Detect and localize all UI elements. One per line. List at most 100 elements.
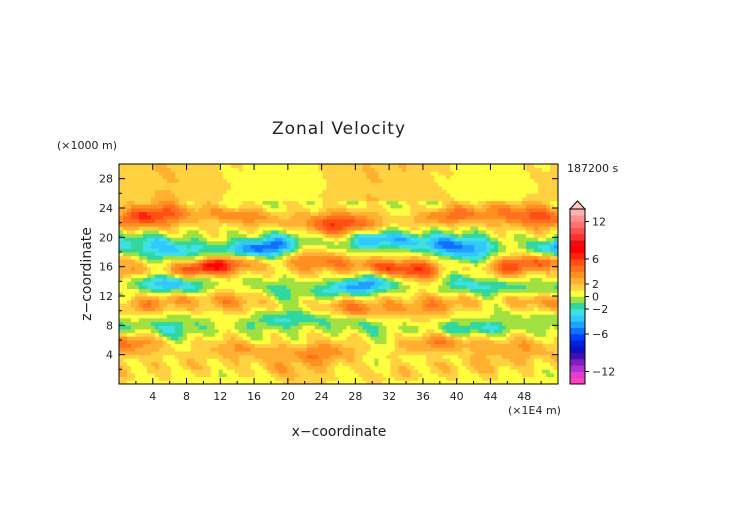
heatmap-cell [210, 332, 216, 337]
heatmap-cell [522, 241, 527, 246]
heatmap-cell [174, 266, 180, 271]
heatmap-cell [158, 241, 164, 246]
heatmap-cell [346, 292, 351, 297]
heatmap-cell [194, 321, 200, 326]
heatmap-cell [522, 354, 527, 359]
heatmap-cell [182, 362, 188, 367]
heatmap-cell [130, 222, 136, 227]
heatmap-cell [462, 237, 467, 242]
heatmap-cell [282, 380, 288, 385]
heatmap-cell [126, 215, 132, 220]
time-label: 187200 s [567, 162, 618, 175]
heatmap-cell [254, 329, 260, 334]
heatmap-cell [246, 230, 252, 235]
heatmap-cell [390, 241, 395, 246]
heatmap-cell [166, 288, 172, 293]
heatmap-cell [486, 340, 491, 345]
heatmap-cell [234, 314, 240, 319]
heatmap-cell [346, 332, 351, 337]
heatmap-cell [434, 343, 439, 348]
heatmap-cell [162, 380, 168, 385]
heatmap-cell [454, 369, 459, 374]
heatmap-cell [394, 292, 399, 297]
heatmap-cell [530, 241, 535, 246]
heatmap-cell [486, 259, 491, 264]
heatmap-cell [130, 362, 136, 367]
heatmap-cell [502, 285, 507, 290]
heatmap-cell [518, 270, 523, 275]
heatmap-cell [166, 380, 172, 385]
heatmap-cell [406, 373, 411, 378]
heatmap-cell [486, 329, 491, 334]
heatmap-cell [518, 314, 523, 319]
heatmap-cell [518, 362, 523, 367]
heatmap-cell [354, 321, 359, 326]
heatmap-cell [470, 222, 475, 227]
heatmap-cell [318, 248, 323, 253]
heatmap-cell [414, 343, 419, 348]
heatmap-cell [314, 376, 319, 381]
heatmap-cell [522, 347, 527, 352]
heatmap-cell [194, 303, 200, 308]
heatmap-cell [414, 380, 419, 385]
heatmap-cell [290, 270, 295, 275]
heatmap-cell [350, 362, 355, 367]
heatmap-cell [358, 362, 363, 367]
heatmap-cell [338, 270, 343, 275]
heatmap-cell [310, 237, 315, 242]
heatmap-cell [462, 248, 467, 253]
heatmap-cell [406, 270, 411, 275]
heatmap-cell [170, 376, 176, 381]
heatmap-cell [178, 340, 184, 345]
heatmap-cell [414, 336, 419, 341]
heatmap-cell [306, 318, 311, 323]
heatmap-cell [438, 237, 443, 242]
heatmap-cell [130, 310, 136, 315]
heatmap-cell [134, 365, 140, 370]
heatmap-cell [414, 285, 419, 290]
heatmap-cell [158, 277, 164, 282]
heatmap-cell [502, 230, 507, 235]
heatmap-cell [294, 336, 299, 341]
heatmap-cell [414, 365, 419, 370]
heatmap-cell [410, 303, 415, 308]
heatmap-cell [486, 274, 491, 279]
heatmap-cell [154, 259, 160, 264]
heatmap-cell [386, 288, 391, 293]
heatmap-cell [358, 266, 363, 271]
heatmap-cell [510, 336, 515, 341]
heatmap-cell [190, 277, 196, 282]
heatmap-cell [330, 233, 335, 238]
heatmap-cell [238, 365, 244, 370]
heatmap-cell [454, 244, 459, 249]
heatmap-cell [134, 226, 140, 231]
heatmap-cell [394, 307, 399, 312]
heatmap-cell [146, 248, 152, 253]
heatmap-cell [490, 281, 495, 286]
heatmap-cell [490, 266, 495, 271]
heatmap-cell [542, 307, 547, 312]
heatmap-cell [338, 369, 343, 374]
heatmap-cell [206, 288, 212, 293]
heatmap-cell [462, 281, 467, 286]
heatmap-cell [514, 281, 519, 286]
heatmap-cell [402, 358, 407, 363]
heatmap-cell [530, 296, 535, 301]
heatmap-cell [150, 314, 156, 319]
heatmap-cell [406, 248, 411, 253]
heatmap-cell [230, 336, 236, 341]
heatmap-cell [522, 336, 527, 341]
heatmap-cell [394, 299, 399, 304]
heatmap-cell [242, 369, 248, 374]
heatmap-cell [370, 351, 375, 356]
heatmap-cell [158, 263, 164, 268]
heatmap-cell [119, 310, 124, 315]
heatmap-cell [486, 288, 491, 293]
heatmap-cell [314, 263, 319, 268]
heatmap-cell [270, 259, 276, 264]
heatmap-cell [370, 263, 375, 268]
heatmap-cell [394, 318, 399, 323]
heatmap-cell [178, 270, 184, 275]
heatmap-cell [202, 343, 208, 348]
heatmap-cell [350, 310, 355, 315]
